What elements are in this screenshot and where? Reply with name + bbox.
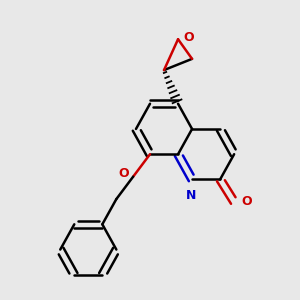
Text: O: O bbox=[241, 195, 252, 208]
Text: N: N bbox=[185, 189, 196, 202]
Text: O: O bbox=[118, 167, 129, 180]
Text: O: O bbox=[184, 31, 194, 44]
